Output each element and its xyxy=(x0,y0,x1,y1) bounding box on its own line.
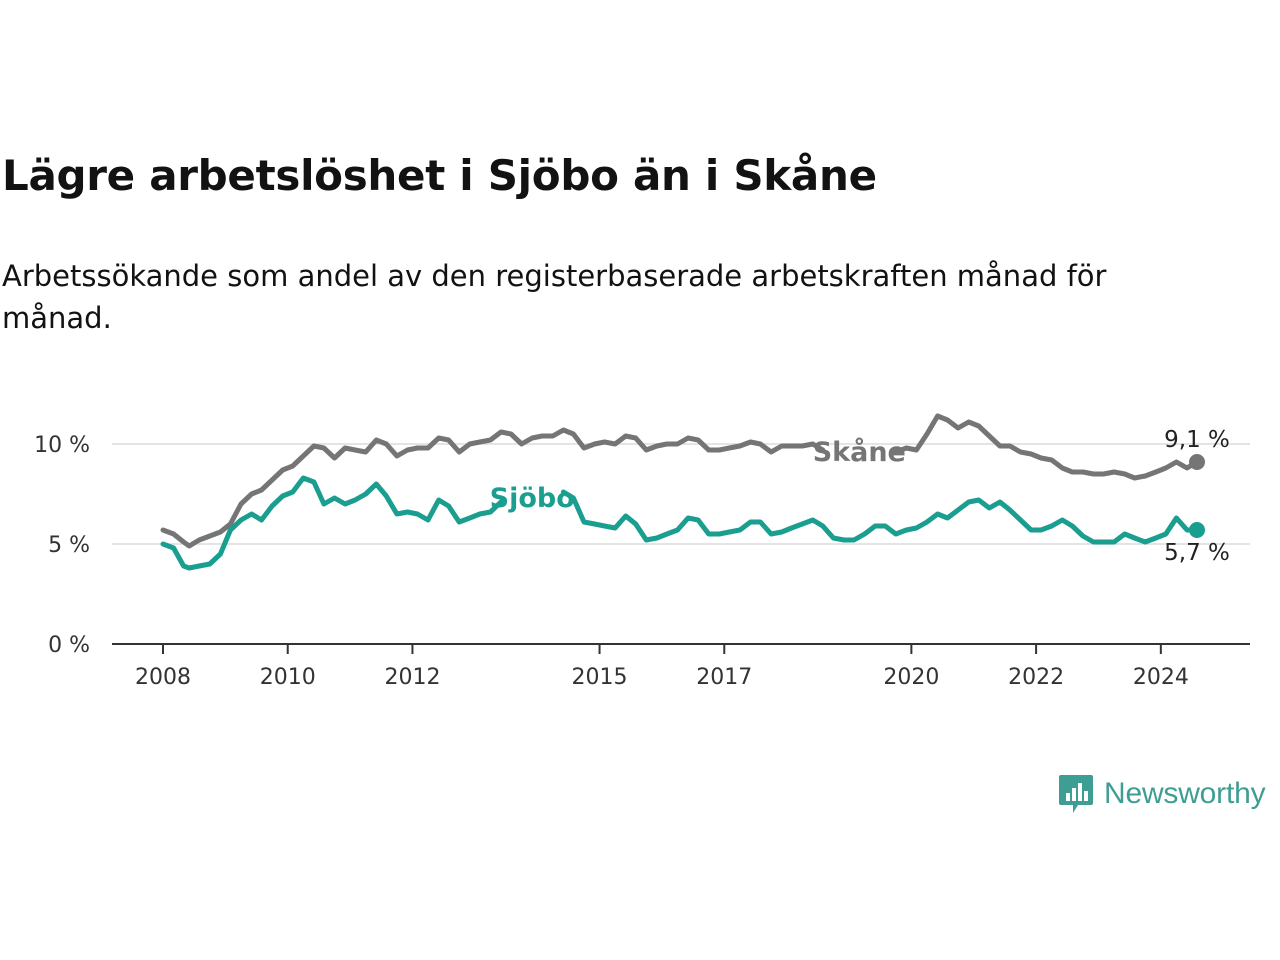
newsworthy-wordmark: Newsworthy xyxy=(1104,777,1266,810)
sjobo-end-label: 5,7 % xyxy=(1164,540,1230,566)
skane-end-point xyxy=(1189,454,1205,470)
x-tick-label: 2015 xyxy=(572,665,628,690)
skane-end-label: 9,1 % xyxy=(1164,427,1230,453)
skane-series-label: Skåne xyxy=(813,436,906,468)
sjobo-end-point xyxy=(1189,522,1205,538)
skane-line xyxy=(160,413,1200,549)
x-tick-label: 2017 xyxy=(696,665,752,690)
x-tick-label: 2012 xyxy=(384,665,440,690)
x-tick-label: 2008 xyxy=(135,665,191,690)
sjobo-line xyxy=(160,475,1200,571)
x-axis-ticks: 2008 2010 2012 2015 2017 2020 2022 2024 xyxy=(135,644,1189,690)
series-labels: 9,1 % Skåne 5,7 % Sjöbo xyxy=(490,427,1230,566)
newsworthy-icon xyxy=(1059,775,1093,813)
y-tick-label: 10 % xyxy=(34,433,90,458)
chart-title: Lägre arbetslöshet i Sjöbo än i Skåne xyxy=(2,151,877,200)
x-tick-label: 2020 xyxy=(883,665,939,690)
x-tick-label: 2022 xyxy=(1008,665,1064,690)
series-lines xyxy=(160,413,1205,571)
chart-subtitle: Arbetssökande som andel av den registerb… xyxy=(2,259,1107,335)
sjobo-series-label: Sjöbo xyxy=(490,483,575,514)
x-tick-label: 2024 xyxy=(1133,665,1189,690)
newsworthy-logo: Newsworthy xyxy=(1058,773,1266,815)
x-tick-label: 2010 xyxy=(260,665,316,690)
y-tick-label: 5 % xyxy=(48,533,90,558)
y-axis-ticks: 0 % 5 % 10 % xyxy=(34,433,90,658)
y-tick-label: 0 % xyxy=(48,633,90,658)
